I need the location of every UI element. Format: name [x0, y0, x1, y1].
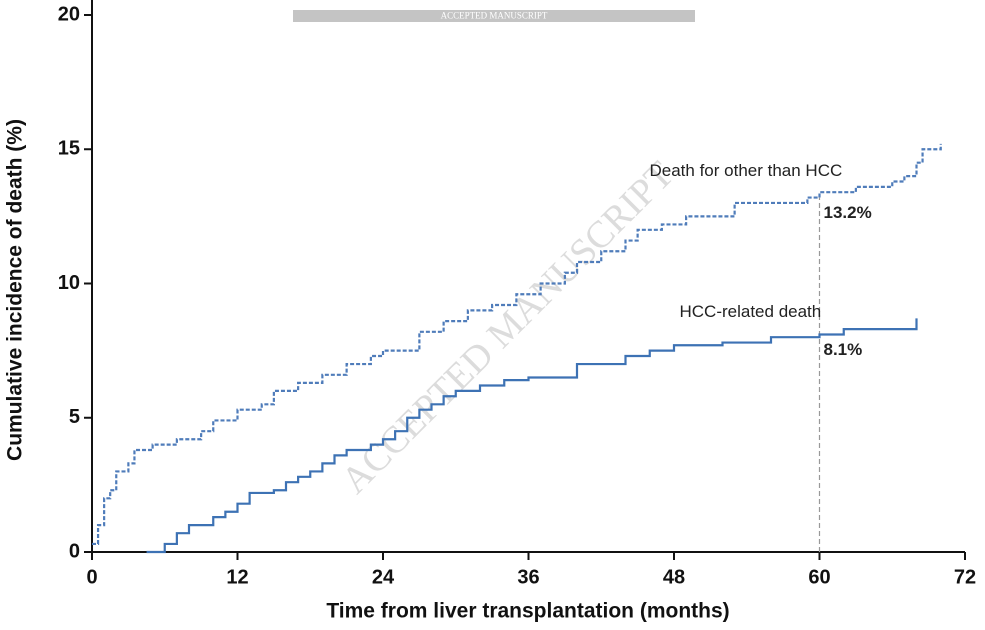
series-label: Death for other than HCC — [650, 161, 843, 180]
x-tick-label: 24 — [372, 566, 395, 588]
watermark-bar — [293, 10, 695, 22]
annotation-value: 13.2% — [824, 203, 872, 222]
x-tick-label: 36 — [517, 566, 539, 588]
y-tick-label: 15 — [58, 138, 80, 160]
x-tick-label: 60 — [808, 566, 830, 588]
watermark-diagonal: ACCEPTED MANUSCRIPT — [333, 153, 681, 501]
step-line — [146, 318, 918, 554]
x-tick-label: 72 — [954, 566, 976, 588]
y-tick-label: 0 — [69, 540, 80, 562]
x-axis-title: Time from liver transplantation (months) — [326, 600, 729, 623]
series-label: HCC-related death — [680, 302, 822, 321]
watermark-small: ACCEPTED MANUSCRIPT — [441, 11, 548, 21]
y-tick-label: 5 — [69, 406, 80, 428]
x-tick-label: 48 — [663, 566, 685, 588]
annotation-value: 8.1% — [824, 340, 863, 359]
y-tick-label: 20 — [58, 3, 80, 25]
x-tick-label: 12 — [226, 566, 248, 588]
x-tick-label: 0 — [86, 566, 97, 588]
y-tick-label: 10 — [58, 272, 80, 294]
y-axis-title: Cumulative incidence of death (%) — [4, 119, 27, 461]
step-line — [92, 143, 942, 546]
